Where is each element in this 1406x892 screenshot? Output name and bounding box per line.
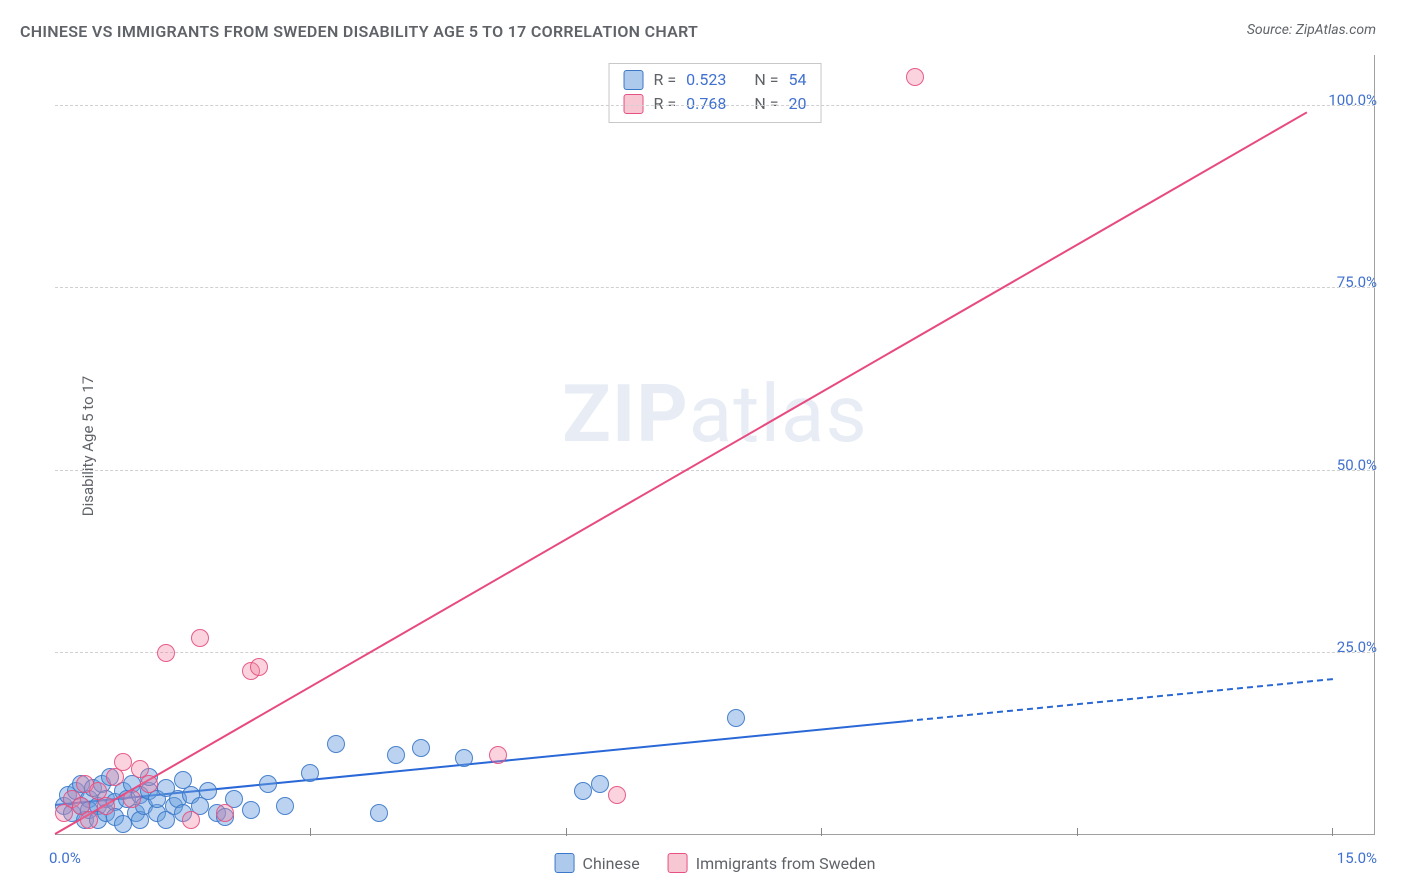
series-legend: Chinese Immigrants from Sweden (555, 853, 876, 873)
data-point (727, 709, 745, 727)
x-tick (821, 828, 822, 836)
stats-legend: R = 0.523 N = 54 R = 0.768 N = 20 (609, 63, 822, 123)
legend-item-chinese: Chinese (555, 853, 640, 873)
data-point (242, 801, 260, 819)
x-tick (566, 828, 567, 836)
data-point (574, 782, 592, 800)
data-point (591, 775, 609, 793)
data-point (370, 804, 388, 822)
source-label: Source: ZipAtlas.com (1247, 22, 1376, 38)
data-point (276, 797, 294, 815)
data-point (387, 746, 405, 764)
data-point (608, 786, 626, 804)
y-tick-label: 50.0% (1337, 456, 1377, 474)
data-point (97, 797, 115, 815)
data-point (216, 804, 234, 822)
x-tick (1332, 828, 1333, 836)
swatch-pink-icon (624, 94, 644, 114)
data-point (199, 782, 217, 800)
y-tick-label: 75.0% (1337, 273, 1377, 291)
data-point (191, 629, 209, 647)
gridline (55, 652, 1375, 653)
data-point (182, 811, 200, 829)
swatch-pink-icon (668, 853, 688, 873)
data-point (906, 68, 924, 86)
data-point (455, 749, 473, 767)
chart-title: CHINESE VS IMMIGRANTS FROM SWEDEN DISABI… (20, 22, 698, 41)
watermark: ZIPatlas (562, 367, 867, 461)
data-point (301, 764, 319, 782)
data-point (250, 658, 268, 676)
x-tick (310, 828, 311, 836)
y-axis-line (1374, 55, 1375, 835)
data-point (489, 746, 507, 764)
trend-line (55, 111, 1308, 834)
trend-line (907, 678, 1333, 722)
legend-item-sweden: Immigrants from Sweden (668, 853, 876, 873)
gridline (55, 470, 1375, 471)
gridline (55, 287, 1375, 288)
data-point (123, 790, 141, 808)
y-tick-label: 25.0% (1337, 638, 1377, 656)
data-point (140, 775, 158, 793)
stats-row-sweden: R = 0.768 N = 20 (624, 92, 807, 116)
scatter-plot: ZIPatlas R = 0.523 N = 54 R = 0.768 N = … (55, 55, 1375, 835)
data-point (157, 644, 175, 662)
swatch-blue-icon (624, 70, 644, 90)
y-tick-label: 100.0% (1328, 91, 1377, 109)
x-axis-line (55, 834, 1375, 835)
x-axis-min-label: 0.0% (49, 849, 81, 867)
swatch-blue-icon (555, 853, 575, 873)
gridline (55, 105, 1375, 106)
data-point (412, 739, 430, 757)
data-point (114, 753, 132, 771)
data-point (259, 775, 277, 793)
x-axis-max-label: 15.0% (1337, 849, 1377, 867)
data-point (80, 811, 98, 829)
x-tick (1077, 828, 1078, 836)
data-point (327, 735, 345, 753)
stats-row-chinese: R = 0.523 N = 54 (624, 68, 807, 92)
